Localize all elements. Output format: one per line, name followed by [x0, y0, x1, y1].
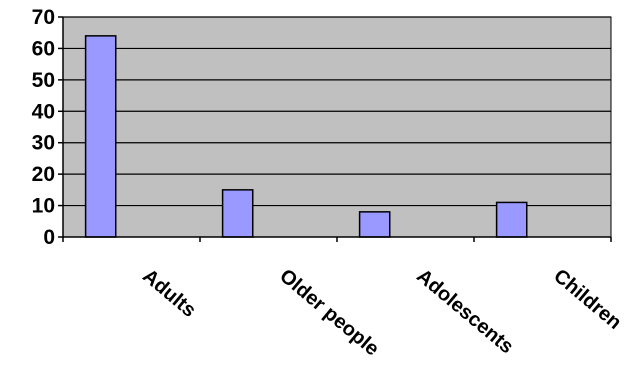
plot-area: [62, 16, 612, 238]
x-category-label: Older people: [275, 265, 383, 360]
y-tick-label: 30: [32, 132, 55, 155]
y-tick-labels: 0 10 20 30 40 50 60 70: [32, 6, 55, 249]
bar-adults: [84, 35, 117, 238]
x-category-label: Adolescents: [412, 265, 517, 358]
y-tick-label: 40: [32, 100, 55, 123]
y-tick-label: 60: [32, 37, 55, 60]
y-tick-label: 0: [43, 226, 55, 249]
gridlines: [63, 16, 611, 207]
x-category-label: Adults: [138, 265, 200, 322]
y-tick-label: 20: [32, 163, 55, 186]
y-tick-label: 50: [32, 69, 55, 92]
x-category-labels: Adults Older people Adolescents Children: [138, 265, 625, 360]
x-category-label: Children: [549, 265, 625, 334]
axes: [58, 16, 612, 242]
y-tick-label: 70: [32, 6, 55, 29]
y-tick-label: 10: [32, 195, 55, 218]
bar-adolescents: [358, 211, 391, 238]
bar-children: [495, 201, 528, 238]
bar-older-people: [221, 189, 254, 238]
